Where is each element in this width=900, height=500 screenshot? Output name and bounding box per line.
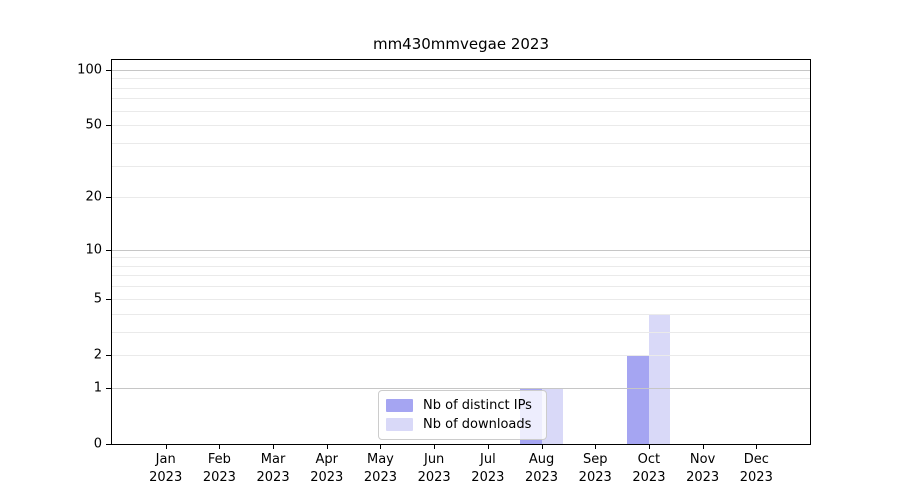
legend-swatch-distinct-ips: [386, 399, 413, 412]
gridline-minor: [112, 197, 810, 198]
y-tick-label: 50: [85, 117, 102, 133]
x-tick-label: Sep 2023: [578, 452, 612, 485]
x-tick: [434, 445, 435, 449]
x-tick-label: Oct 2023: [632, 452, 666, 485]
gridline-minor: [112, 314, 810, 315]
plot-area: 0 1 2 5 10 20 50 100 Jan 2023 Feb 2023 Mar 2023 Apr…: [77, 59, 811, 485]
bar-distinct-ips: [627, 354, 649, 444]
gridline-minor: [112, 286, 810, 287]
y-tick: [106, 197, 111, 198]
x-tick-label: Jan 2023: [149, 452, 183, 485]
gridline-major: [112, 70, 810, 71]
x-tick-label: Mar 2023: [256, 452, 290, 485]
gridline-minor: [112, 166, 810, 167]
x-tick-label: Nov 2023: [686, 452, 720, 485]
x-tick: [595, 445, 596, 449]
gridline-minor: [112, 355, 810, 356]
gridline-minor: [112, 332, 810, 333]
y-tick: [106, 250, 111, 251]
x-tick: [703, 445, 704, 449]
gridline-minor: [112, 125, 810, 126]
legend-swatch-downloads: [386, 418, 413, 431]
x-tick-label: Aug 2023: [524, 452, 559, 485]
x-tick: [166, 445, 167, 449]
legend-label-downloads: Nb of downloads: [423, 417, 532, 432]
y-tick-label: 5: [93, 291, 102, 307]
y-tick: [106, 355, 111, 356]
bar-downloads: [648, 313, 671, 444]
y-tick: [106, 444, 111, 445]
gridline-minor: [112, 111, 810, 112]
x-tick: [273, 445, 274, 449]
gridline-minor: [112, 275, 810, 276]
x-tick-label: May 2023: [363, 452, 397, 485]
x-tick-label: Jul 2023: [471, 452, 505, 485]
gridline-major: [112, 250, 810, 251]
y-tick: [106, 125, 111, 126]
x-tick-label: Apr 2023: [310, 452, 344, 485]
y-tick: [106, 388, 111, 389]
legend-item-distinct-ips: Nb of distinct IPs: [386, 397, 538, 414]
y-tick-label: 1: [93, 380, 102, 396]
x-tick-label: Feb 2023: [202, 452, 236, 485]
gridline-minor: [112, 299, 810, 300]
gridline-minor: [112, 88, 810, 89]
y-tick-label: 2: [93, 347, 102, 363]
x-tick: [649, 445, 650, 449]
y-tick: [106, 70, 111, 71]
x-tick: [327, 445, 328, 449]
x-tick: [542, 445, 543, 449]
gridline-minor: [112, 143, 810, 144]
x-tick: [756, 445, 757, 449]
gridline-minor: [112, 98, 810, 99]
y-tick-label: 0: [93, 436, 102, 452]
x-tick: [380, 445, 381, 449]
gridline-major: [112, 388, 810, 389]
y-tick-label: 100: [77, 62, 102, 78]
x-tick: [219, 445, 220, 449]
gridline-minor: [112, 266, 810, 267]
gridline-minor: [112, 78, 810, 79]
gridline-minor: [112, 257, 810, 258]
x-tick: [488, 445, 489, 449]
legend-label-distinct-ips: Nb of distinct IPs: [423, 398, 532, 413]
y-tick-label: 10: [85, 242, 102, 258]
y-tick: [106, 299, 111, 300]
legend: Nb of distinct IPs Nb of downloads: [378, 390, 547, 440]
chart-title: mm430mmvegae 2023: [372, 35, 550, 53]
x-tick-label: Jun 2023: [417, 452, 451, 485]
x-tick-label: Dec 2023: [739, 452, 773, 485]
y-tick-label: 20: [85, 189, 102, 205]
legend-item-downloads: Nb of downloads: [386, 416, 538, 433]
